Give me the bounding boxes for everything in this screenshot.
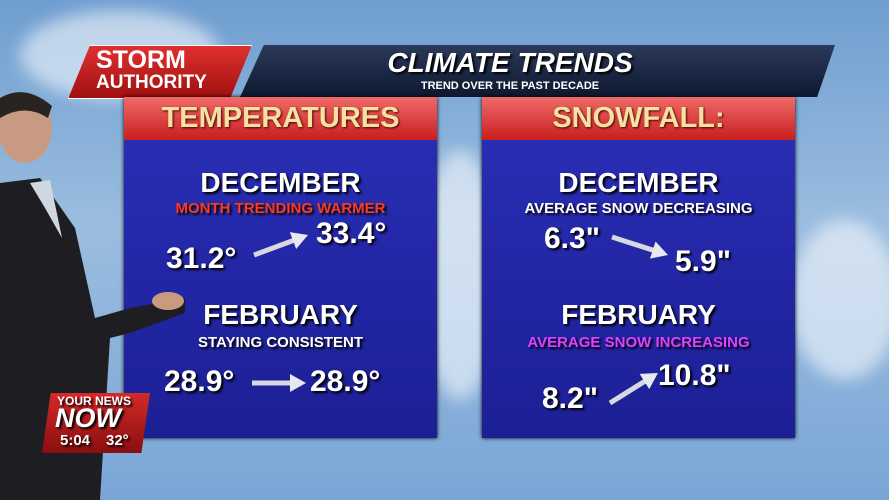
start-value: 6.3" <box>544 222 600 255</box>
trend-note: MONTH TRENDING WARMER <box>175 200 386 217</box>
trend-arrow <box>252 374 306 392</box>
bug-logo: NOW <box>55 403 121 433</box>
title-bar <box>240 45 835 97</box>
temperature: 32° <box>106 432 129 449</box>
trend-note: AVERAGE SNOW INCREASING <box>527 334 750 351</box>
bug-text: YOUR NEWS <box>57 394 132 408</box>
end-value: 10.8" <box>658 359 731 392</box>
trend-arrow <box>253 232 308 258</box>
logo-text: STORM <box>96 46 186 74</box>
month: DECEMBER <box>558 167 719 198</box>
trend-note: STAYING CONSISTENT <box>197 334 364 351</box>
presenter <box>0 92 185 500</box>
time: 5:04 <box>60 432 91 449</box>
trend-arrow <box>611 234 668 259</box>
end-value: 33.4° <box>316 217 387 250</box>
panel: SNOWFALL: DECEMBER AVERAGE SNOW DECREASING… <box>482 97 795 438</box>
end-value: 5.9" <box>675 245 731 278</box>
start-value: 8.2" <box>542 382 598 415</box>
title: CLIMATE TRENDS <box>387 47 633 78</box>
logo-text: AUTHORITY <box>96 72 207 93</box>
panel-title: TEMPERATURES <box>124 97 437 140</box>
start-value: 28.9° <box>164 365 235 398</box>
panel-title: SNOWFALL: <box>482 97 795 140</box>
panel: TEMPERATURES DECEMBER MONTH TRENDING WARME… <box>124 97 437 438</box>
start-value: 31.2° <box>166 242 237 275</box>
subtitle: TREND OVER THE PAST DECADE <box>420 80 600 92</box>
month: FEBRUARY <box>203 299 358 330</box>
trend-note: AVERAGE SNOW DECREASING <box>524 200 753 217</box>
end-value: 28.9° <box>310 365 381 398</box>
month: FEBRUARY <box>561 299 716 330</box>
station-bug <box>42 393 150 453</box>
trend-arrow <box>608 373 658 406</box>
month: DECEMBER <box>200 167 361 198</box>
cloud <box>790 220 889 380</box>
